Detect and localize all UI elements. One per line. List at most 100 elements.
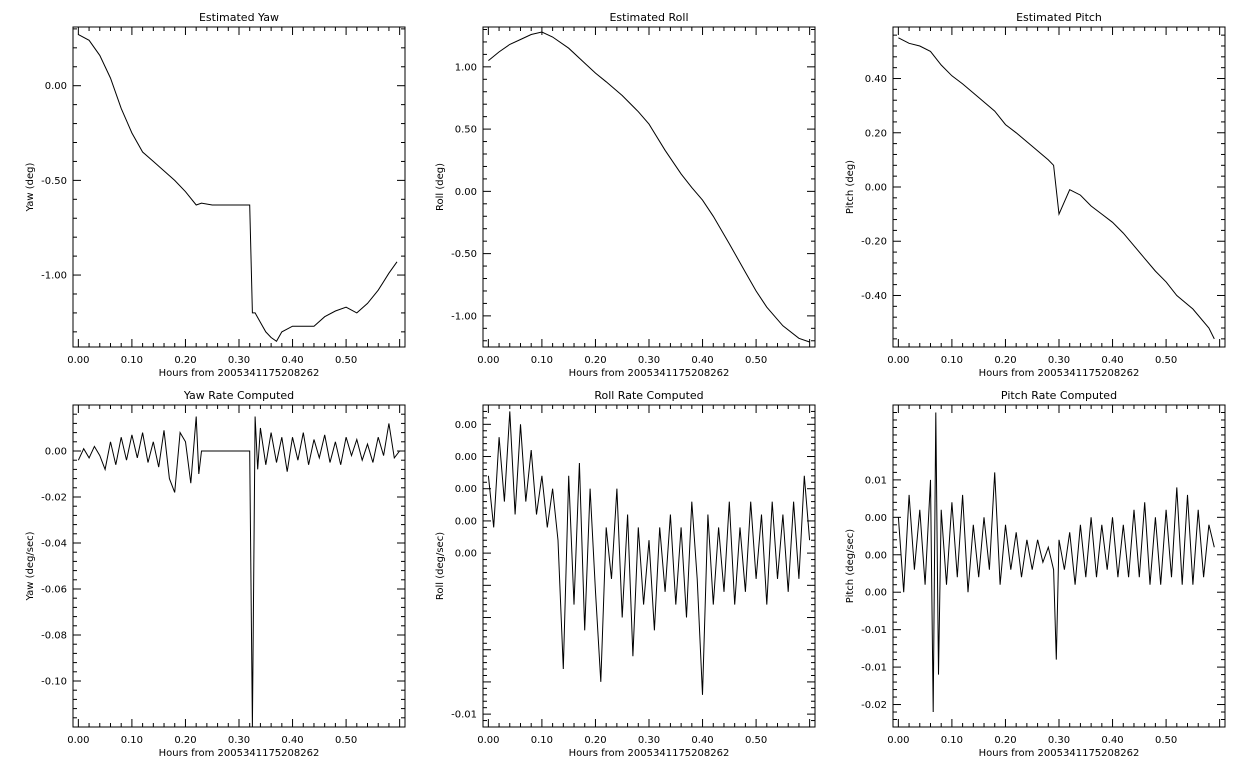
yaw-panel: Estimated Yaw Hours from 2005341175208262… xyxy=(25,11,406,379)
yaw-rate-series-line xyxy=(77,416,400,728)
roll-rate-x-tick-label: 0.10 xyxy=(531,735,553,746)
roll-title: Estimated Roll xyxy=(609,11,688,24)
pitch-x-tick-label: 0.20 xyxy=(994,355,1016,366)
roll-y-tick-label: 1.00 xyxy=(455,62,477,73)
roll-rate-x-axis-label: Hours from 2005341175208262 xyxy=(569,748,730,759)
roll-rate-panel: Roll Rate Computed Hours from 20053411752… xyxy=(435,389,816,759)
pitch-title: Estimated Pitch xyxy=(1016,11,1102,24)
roll-rate-y-tick-label: 0.00 xyxy=(455,484,477,495)
yaw-rate-panel: Yaw Rate Computed Hours from 200534117520… xyxy=(25,389,406,759)
pitch-rate-y-tick-label: 0.00 xyxy=(865,550,887,561)
yaw-x-tick-label: 0.30 xyxy=(228,355,250,366)
pitch-rate-x-tick-label: 0.40 xyxy=(1101,735,1123,746)
roll-rate-plot-frame xyxy=(482,404,816,728)
yaw-rate-x-tick-label: 0.20 xyxy=(174,735,196,746)
yaw-rate-y-tick-label: -0.10 xyxy=(41,677,67,688)
pitch-y-tick-label: 0.40 xyxy=(865,74,887,85)
yaw-y-tick-label: 0.00 xyxy=(45,81,67,92)
yaw-y-axis-label: Yaw (deg) xyxy=(25,162,36,212)
yaw-y-tick-label: -1.00 xyxy=(41,271,67,282)
yaw-title: Estimated Yaw xyxy=(199,11,279,24)
pitch-x-tick-label: 0.50 xyxy=(1155,355,1177,366)
pitch-rate-x-tick-label: 0.50 xyxy=(1155,735,1177,746)
roll-y-tick-label: 0.50 xyxy=(455,125,477,136)
yaw-rate-x-axis-label: Hours from 2005341175208262 xyxy=(159,748,320,759)
yaw-rate-title: Yaw Rate Computed xyxy=(183,389,294,402)
roll-rate-series-line xyxy=(487,411,811,695)
roll-y-tick-label: 0.00 xyxy=(455,187,477,198)
pitch-rate-x-tick-label: 0.10 xyxy=(941,735,963,746)
roll-plot-frame xyxy=(482,26,816,348)
pitch-plot-frame xyxy=(892,26,1226,348)
pitch-rate-x-tick-label: 0.30 xyxy=(1048,735,1070,746)
yaw-rate-plot-frame xyxy=(72,404,406,728)
pitch-y-tick-label: -0.40 xyxy=(861,291,887,302)
roll-y-axis-label: Roll (deg) xyxy=(435,163,446,211)
pitch-rate-y-tick-label: 0.01 xyxy=(865,475,887,486)
roll-x-tick-label: 0.50 xyxy=(745,355,767,366)
roll-panel: Estimated Roll Hours from 200534117520826… xyxy=(435,11,816,379)
yaw-rate-y-tick-label: 0.00 xyxy=(45,447,67,458)
roll-rate-y-tick-label: 0.00 xyxy=(455,420,477,431)
roll-rate-y-axis-label: Roll (deg/sec) xyxy=(435,532,446,600)
pitch-rate-series-line xyxy=(897,412,1215,713)
pitch-rate-y-tick-label: -0.01 xyxy=(861,663,887,674)
roll-x-tick-label: 0.40 xyxy=(691,355,713,366)
pitch-panel: Estimated Pitch Hours from 20053411752082… xyxy=(845,11,1226,379)
pitch-rate-x-tick-label: 0.00 xyxy=(887,735,909,746)
roll-rate-y-tick-label: 0.00 xyxy=(455,452,477,463)
yaw-rate-y-tick-label: -0.06 xyxy=(41,585,67,596)
yaw-rate-y-tick-label: -0.08 xyxy=(41,631,67,642)
pitch-x-tick-label: 0.10 xyxy=(941,355,963,366)
roll-x-tick-label: 0.10 xyxy=(531,355,553,366)
pitch-rate-x-axis-label: Hours from 2005341175208262 xyxy=(979,748,1140,759)
pitch-rate-title: Pitch Rate Computed xyxy=(1001,389,1117,402)
yaw-rate-y-axis-label: Yaw (deg/sec) xyxy=(25,531,36,601)
roll-series-line xyxy=(488,31,810,343)
roll-rate-x-tick-label: 0.50 xyxy=(745,735,767,746)
pitch-rate-y-axis-label: Pitch (deg/sec) xyxy=(845,529,856,604)
pitch-rate-panel: Pitch Rate Computed Hours from 2005341175… xyxy=(845,389,1226,759)
roll-rate-x-tick-label: 0.40 xyxy=(691,735,713,746)
roll-rate-x-tick-label: 0.00 xyxy=(477,735,499,746)
pitch-x-tick-label: 0.40 xyxy=(1101,355,1123,366)
yaw-rate-x-tick-label: 0.50 xyxy=(335,735,357,746)
pitch-x-axis-label: Hours from 2005341175208262 xyxy=(979,368,1140,379)
pitch-rate-plot-frame xyxy=(892,404,1226,728)
pitch-rate-y-tick-label: -0.02 xyxy=(861,700,887,711)
yaw-series-line xyxy=(78,34,398,343)
yaw-rate-x-tick-label: 0.40 xyxy=(281,735,303,746)
pitch-y-tick-label: 0.20 xyxy=(865,128,887,139)
roll-x-tick-label: 0.30 xyxy=(638,355,660,366)
roll-x-tick-label: 0.20 xyxy=(584,355,606,366)
roll-rate-x-tick-label: 0.20 xyxy=(584,735,606,746)
pitch-rate-y-tick-label: 0.00 xyxy=(865,588,887,599)
pitch-y-axis-label: Pitch (deg) xyxy=(845,160,856,214)
pitch-x-tick-label: 0.00 xyxy=(887,355,909,366)
yaw-x-tick-label: 0.40 xyxy=(281,355,303,366)
roll-y-tick-label: -1.00 xyxy=(451,311,477,322)
yaw-rate-x-tick-label: 0.30 xyxy=(228,735,250,746)
roll-x-axis-label: Hours from 2005341175208262 xyxy=(569,368,730,379)
roll-rate-y-tick-label: 0.00 xyxy=(455,549,477,560)
roll-rate-x-tick-label: 0.30 xyxy=(638,735,660,746)
yaw-x-tick-label: 0.00 xyxy=(67,355,89,366)
yaw-x-tick-label: 0.10 xyxy=(121,355,143,366)
pitch-y-tick-label: -0.20 xyxy=(861,237,887,248)
yaw-x-tick-label: 0.20 xyxy=(174,355,196,366)
roll-rate-y-tick-label: 0.00 xyxy=(455,516,477,527)
roll-rate-y-tick-label: -0.01 xyxy=(451,710,477,721)
pitch-rate-y-tick-label: 0.00 xyxy=(865,513,887,524)
yaw-y-tick-label: -0.50 xyxy=(41,176,67,187)
yaw-x-axis-label: Hours from 2005341175208262 xyxy=(159,368,320,379)
roll-rate-title: Roll Rate Computed xyxy=(594,389,703,402)
pitch-rate-x-tick-label: 0.20 xyxy=(994,735,1016,746)
yaw-rate-y-tick-label: -0.04 xyxy=(41,539,67,550)
yaw-rate-y-tick-label: -0.02 xyxy=(41,493,67,504)
yaw-x-tick-label: 0.50 xyxy=(335,355,357,366)
roll-x-tick-label: 0.00 xyxy=(477,355,499,366)
yaw-plot-frame xyxy=(72,26,406,348)
roll-y-tick-label: -0.50 xyxy=(451,249,477,260)
yaw-rate-x-tick-label: 0.00 xyxy=(67,735,89,746)
